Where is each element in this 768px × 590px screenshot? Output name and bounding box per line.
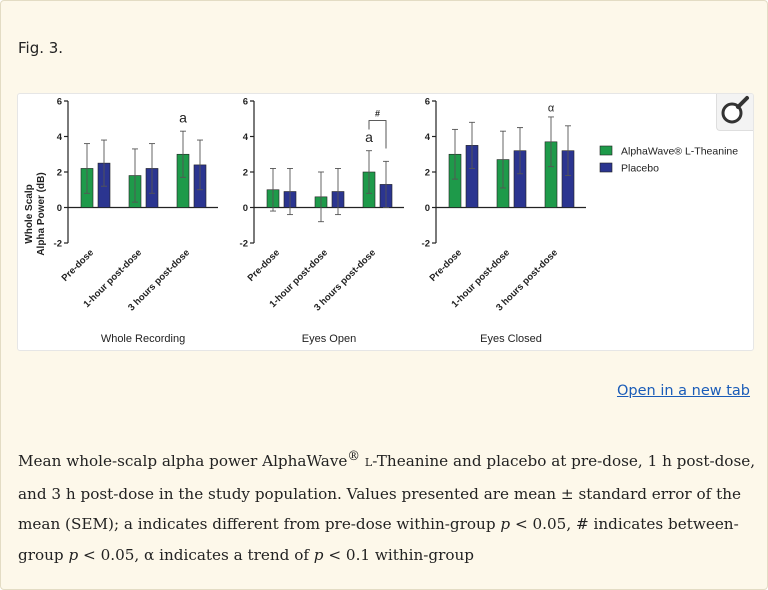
- figure-caption: Mean whole-scalp alpha power AlphaWave® …: [18, 441, 758, 570]
- y-tick-label: 6: [57, 97, 62, 108]
- figure-label: Fig. 3.: [18, 39, 64, 57]
- x-tick-label-group: Pre-dose: [60, 247, 97, 284]
- caption-text-2: -Theanine and placebo at pre-dose, 1 h p…: [18, 452, 756, 534]
- legend-label: AlphaWave® L-Theanine: [621, 146, 738, 158]
- caption-l-prefix: L: [364, 456, 373, 470]
- zoom-button[interactable]: [716, 94, 753, 131]
- panel-title: Eyes Open: [302, 333, 356, 345]
- caption-text-4: < 0.05, α indicates a trend of: [78, 545, 314, 564]
- open-in-new-tab-link[interactable]: Open in a new tab: [616, 383, 750, 399]
- significance-label: α: [548, 103, 555, 115]
- y-tick-label: 0: [425, 203, 430, 214]
- y-axis-title: Whole Scalp Alpha Power (dB): [24, 172, 47, 255]
- caption-p-variable: p: [313, 545, 324, 564]
- caption-text-3: < 0.05, # indicates between-group: [18, 515, 739, 564]
- y-tick-label: 6: [243, 97, 248, 108]
- y-tick-label: 6: [425, 97, 430, 108]
- x-tick-label: Pre-dose: [60, 247, 97, 284]
- y-axis-title-line: Whole Scalp: [24, 184, 35, 243]
- caption-text-5: < 0.1 within-group: [323, 545, 475, 564]
- y-tick-label: 2: [57, 168, 62, 179]
- panel-title: Whole Recording: [101, 333, 185, 345]
- y-tick-label: -2: [240, 239, 248, 250]
- y-tick-label: 2: [243, 168, 248, 179]
- x-tick-label-group: Pre-dose: [246, 247, 283, 284]
- y-tick-label: 0: [57, 203, 62, 214]
- caption-registered-mark: ®: [347, 448, 361, 463]
- significance-label: #: [375, 109, 380, 119]
- y-tick-label: 4: [425, 132, 431, 143]
- y-axis-title-line: Alpha Power (dB): [36, 172, 47, 255]
- y-tick-label: -2: [54, 239, 62, 250]
- caption-text-1: Mean whole-scalp alpha power AlphaWave: [18, 452, 348, 471]
- significance-label: a: [365, 129, 373, 145]
- legend-swatch: [599, 145, 613, 156]
- y-tick-label: -2: [422, 239, 430, 250]
- figure-image[interactable]: Whole Scalp Alpha Power (dB) -2 0 2 4 6 Pre-dos…: [17, 93, 754, 351]
- panel-title: Eyes Closed: [480, 333, 542, 345]
- y-tick-label: 4: [243, 132, 249, 143]
- significance-bracket: [368, 120, 387, 149]
- y-tick-label: 0: [243, 203, 248, 214]
- caption-p-variable: p: [68, 545, 79, 564]
- legend-swatch: [599, 162, 613, 173]
- legend-label: Placebo: [621, 163, 659, 175]
- bar-chart: Whole Scalp Alpha Power (dB) -2 0 2 4 6 Pre-dos…: [24, 97, 738, 346]
- x-tick-label: Pre-dose: [428, 247, 465, 284]
- y-tick-label: 2: [425, 168, 430, 179]
- y-tick-label: 4: [57, 132, 63, 143]
- x-tick-label-group: Pre-dose: [428, 247, 465, 284]
- significance-label: a: [179, 109, 187, 125]
- caption-p-variable: p: [500, 515, 511, 534]
- magnifier-icon: [721, 96, 749, 124]
- x-tick-label: Pre-dose: [246, 247, 283, 284]
